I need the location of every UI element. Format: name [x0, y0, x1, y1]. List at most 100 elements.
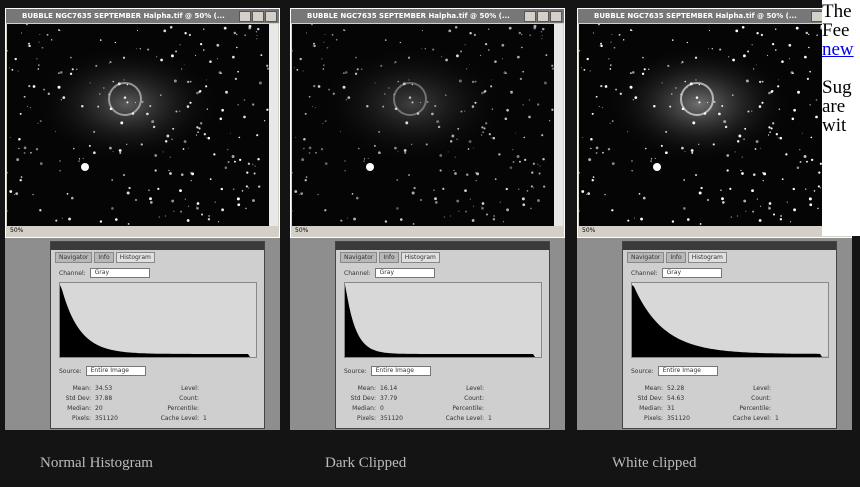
star [817, 207, 819, 210]
tab[interactable]: Info [94, 252, 114, 263]
star [585, 194, 587, 196]
star [619, 92, 622, 95]
scrollbar [269, 24, 278, 227]
stat-value: 1 [488, 415, 492, 422]
star [724, 125, 728, 129]
star [588, 158, 592, 162]
star [321, 58, 323, 60]
tab[interactable]: Histogram [400, 252, 440, 263]
star [403, 149, 407, 152]
close-button[interactable] [550, 11, 562, 22]
star [99, 220, 103, 223]
tab[interactable]: Navigator [627, 252, 665, 263]
maximize-button[interactable] [537, 11, 549, 22]
star [136, 48, 138, 50]
star [595, 146, 599, 150]
stat-row: Median: 20 [51, 404, 118, 414]
star [719, 48, 722, 51]
star [10, 137, 12, 139]
stat-label: Mean: [644, 385, 663, 392]
star [324, 162, 328, 166]
tab[interactable]: Info [666, 252, 686, 263]
star [708, 48, 710, 50]
stat-row: Count: [139, 394, 207, 404]
bright-star [366, 163, 374, 171]
tab[interactable]: Histogram [687, 252, 727, 263]
star [600, 42, 602, 45]
star [394, 146, 397, 150]
star [494, 178, 497, 180]
star [27, 45, 29, 47]
channel-select[interactable]: Gray [374, 268, 435, 278]
stat-label: Median: [67, 405, 91, 412]
status-bar: 50% [579, 226, 850, 236]
star [512, 149, 514, 151]
channel-select[interactable]: Gray [89, 268, 150, 278]
star [164, 215, 167, 217]
minimize-button[interactable] [524, 11, 536, 22]
star [340, 131, 342, 133]
star [781, 178, 784, 180]
star [296, 68, 299, 71]
star [472, 205, 475, 207]
star [50, 39, 53, 41]
star [347, 96, 351, 99]
star [292, 171, 293, 174]
star [61, 217, 63, 219]
star [464, 110, 466, 112]
star [627, 219, 630, 222]
star [225, 90, 229, 94]
star [771, 89, 774, 93]
star [493, 215, 496, 217]
star [472, 147, 474, 149]
star [9, 190, 13, 193]
side-text: The Fee new Sug are wit [822, 0, 860, 236]
star [426, 100, 429, 103]
star [751, 44, 753, 46]
star [308, 146, 312, 150]
star [195, 134, 198, 136]
star [180, 210, 183, 213]
star [39, 120, 42, 123]
tab[interactable]: Info [379, 252, 399, 263]
star [721, 197, 724, 201]
stat-value: 1 [775, 415, 779, 422]
close-button[interactable] [265, 11, 277, 22]
star [93, 130, 96, 134]
star [632, 99, 634, 101]
channel-select[interactable]: Gray [661, 268, 722, 278]
star [256, 134, 259, 137]
star [18, 137, 21, 141]
source-select[interactable]: Entire Image [370, 366, 431, 376]
minimize-button[interactable] [239, 11, 251, 22]
star [781, 60, 784, 63]
star [788, 43, 792, 47]
stat-label: Percentile: [739, 405, 771, 412]
star [700, 186, 703, 190]
star [236, 197, 240, 201]
star [233, 188, 235, 190]
side-link[interactable]: new [822, 39, 854, 60]
star [256, 38, 258, 40]
star [683, 207, 686, 210]
stat-label: Mean: [357, 385, 376, 392]
star [780, 215, 783, 217]
star [186, 105, 190, 108]
star [775, 49, 777, 51]
source-select[interactable]: Entire Image [657, 366, 718, 376]
stat-label: Pixels: [356, 415, 376, 422]
star [791, 117, 795, 121]
tab[interactable]: Navigator [340, 252, 378, 263]
side-line: Fee [822, 20, 850, 41]
source-select[interactable]: Entire Image [85, 366, 146, 376]
star [203, 28, 205, 31]
star [528, 115, 531, 119]
maximize-button[interactable] [252, 11, 264, 22]
tab[interactable]: Navigator [55, 252, 93, 263]
star [169, 156, 171, 158]
star [712, 143, 715, 146]
star [615, 88, 618, 91]
tab[interactable]: Histogram [115, 252, 155, 263]
star [503, 71, 507, 75]
star [589, 70, 591, 72]
